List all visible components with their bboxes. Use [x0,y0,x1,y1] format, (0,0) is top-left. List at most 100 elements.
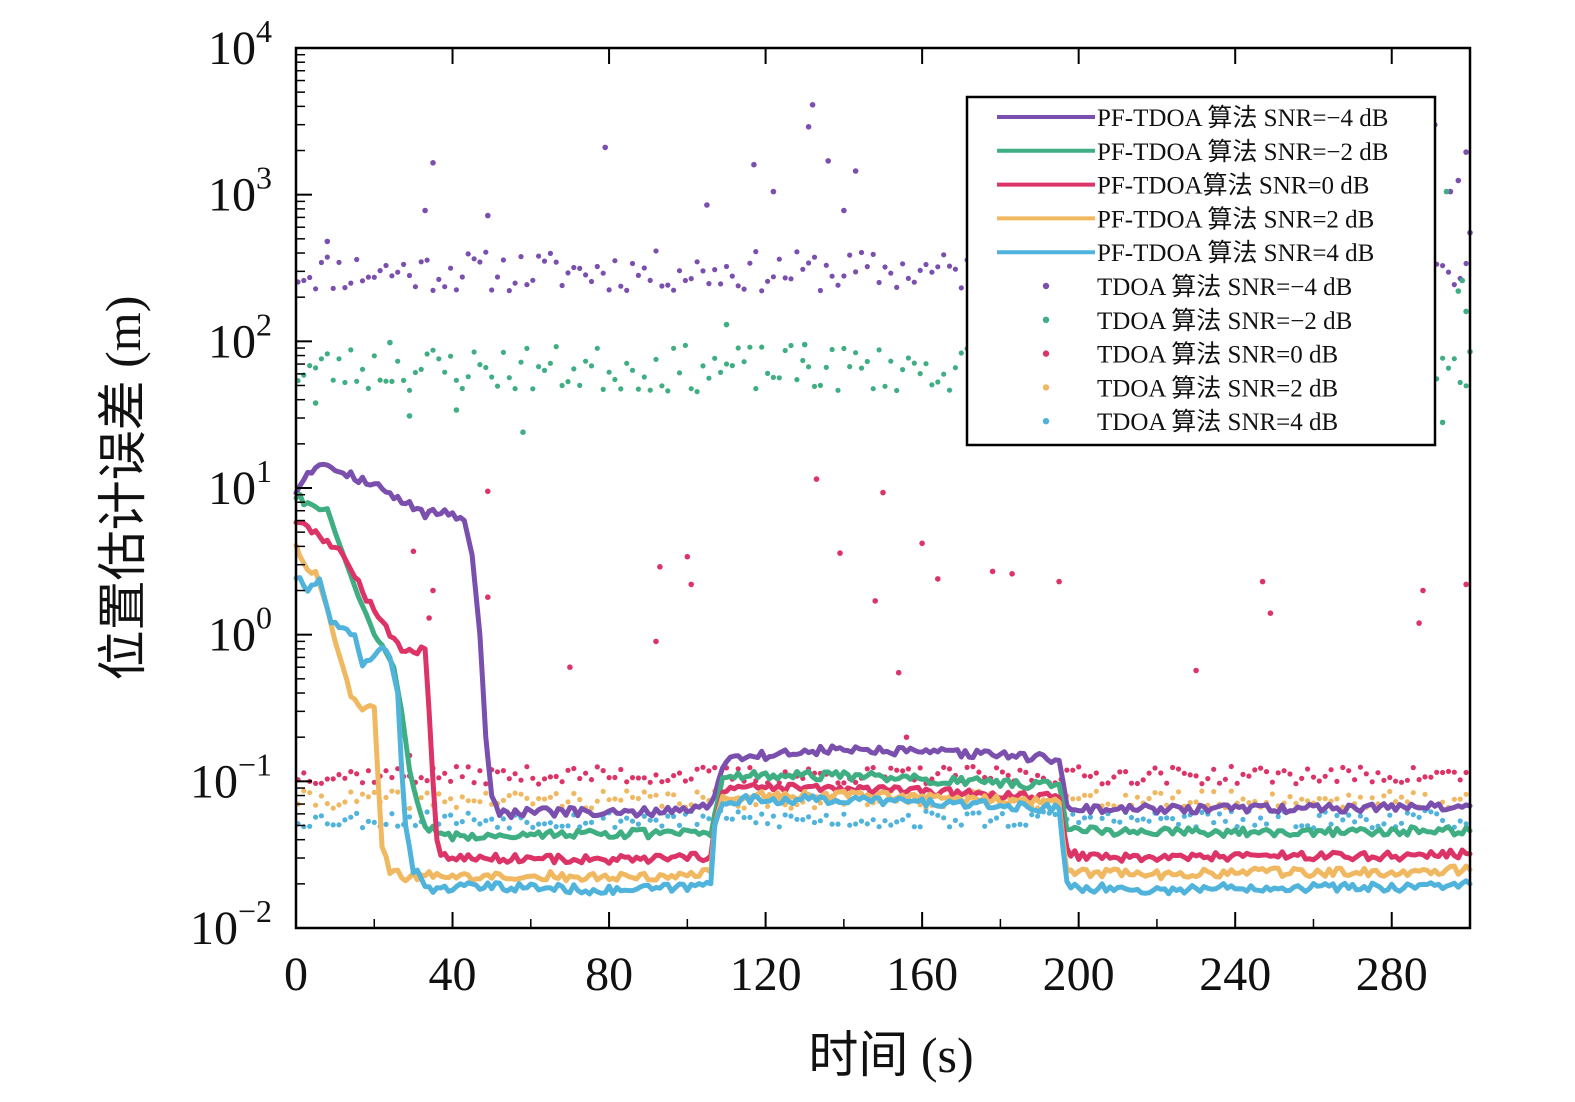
scatter-point [1170,795,1176,801]
scatter-point [1123,769,1129,775]
legend-label: TDOA 算法 SNR=−2 dB [1097,307,1352,335]
scatter-point [395,358,401,364]
scatter-point [817,818,824,824]
scatter-point [547,794,554,800]
scatter-point [1316,778,1322,784]
scatter-point [348,789,354,795]
scatter-point [471,256,477,262]
scatter-point [618,386,624,392]
scatter-point [800,357,806,364]
y-tick-mantissa: 10 [208,22,256,75]
scatter-point [1434,811,1440,817]
scatter-point [1440,769,1446,776]
scatter-point [682,342,689,348]
scatter-point [518,359,524,365]
scatter-point [823,262,829,268]
scatter-point [365,768,371,774]
scatter-point [406,814,413,820]
scatter-point [1387,774,1393,781]
scatter-point [571,264,577,271]
scatter-point [553,791,559,797]
scatter-point [530,824,536,831]
scatter-point [1410,790,1416,796]
scatter-point [536,821,542,827]
scatter-point [500,816,506,822]
scatter-point [342,799,348,805]
scatter-point [612,774,618,781]
scatter-point [1170,816,1176,822]
scatter-point [770,274,777,280]
scatter-point [988,818,994,824]
scatter-point [864,358,870,365]
scatter-point [671,287,677,293]
scatter-point [624,815,630,821]
scatter-point [530,801,536,807]
scatter-point [559,823,565,829]
scatter-point [307,363,313,369]
scatter-point [1111,774,1117,780]
scatter-point [800,266,806,272]
scatter-point [1035,813,1041,819]
scatter-point [935,379,941,385]
scatter-point [1093,770,1099,776]
scatter-point [765,821,771,827]
scatter-point [418,259,424,265]
scatter-point [823,364,829,370]
scatter-point [847,252,853,258]
scatter-point [1123,792,1129,798]
scatter-point [430,160,436,166]
scatter-point [348,280,354,286]
y-tick-mantissa: 10 [208,462,256,515]
scatter-point [759,344,765,350]
scatter-point [876,824,882,830]
scatter-point [958,285,964,291]
scatter-point [776,256,782,262]
scatter-point [1440,355,1446,361]
scatter-point [1258,765,1264,771]
scatter-point [383,378,389,384]
scatter-point [418,366,424,372]
scatter-point [477,362,483,368]
scatter-point [1443,188,1450,195]
scatter-point [782,769,788,775]
axes: 0 40 80 120 160 200 240 28010−210−1100101102103… [95,13,1472,1083]
scatter-point [641,813,647,819]
scatter-point [888,822,894,828]
scatter-point [471,817,477,823]
scatter-point [1064,767,1070,773]
scatter-point [659,283,665,289]
scatter-point [354,256,360,263]
scatter-point [1445,365,1452,371]
scatter-point [659,779,665,785]
scatter-point [735,809,741,815]
y-tick-mantissa: 10 [208,609,256,662]
scatter-point [665,388,671,394]
scatter-point [512,771,518,777]
scatter-point [318,813,324,819]
scatter-point [923,361,929,367]
scatter-point [1398,794,1405,800]
scatter-point [336,356,342,362]
scatter-point [641,775,647,781]
scatter-point [929,382,935,388]
scatter-point [900,367,906,373]
scatter-point [952,817,959,824]
scatter-point [442,813,448,819]
scatter-point [1457,379,1463,386]
scatter-point [919,540,925,547]
legend-label: PF-TDOA 算法 SNR=−4 dB [1097,104,1388,132]
scatter-point [448,265,454,271]
scatter-point [477,259,483,265]
scatter-point [917,371,923,377]
scatter-point [342,379,348,386]
scatter-point [635,795,642,802]
scatter-point [430,587,436,594]
scatter-point [788,805,794,811]
scatter-point [1056,578,1062,585]
scatter-point [559,779,565,785]
scatter-point [577,775,583,782]
scatter-point [1455,288,1462,294]
scatter-point [618,766,624,773]
scatter-point [782,347,788,354]
scatter-point [753,249,759,255]
